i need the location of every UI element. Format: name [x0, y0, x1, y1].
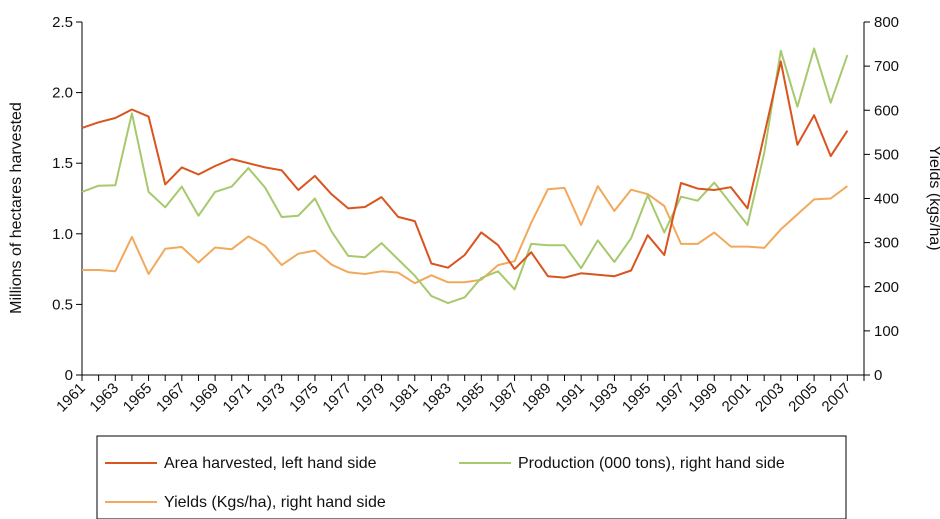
- x-tick-label: 1975: [286, 380, 322, 416]
- legend-label-yields: Yields (Kgs/ha), right hand side: [164, 494, 386, 511]
- series-line-production: [81, 47, 849, 305]
- x-tick-label: 1965: [120, 380, 156, 416]
- x-tick-label: 2001: [719, 380, 755, 416]
- y-left-tick-label: 1.5: [52, 155, 73, 172]
- y-right-axis-title: Yields (kgs/ha): [926, 145, 940, 250]
- y-right-tick-label: 400: [874, 191, 899, 208]
- y-right-tick-label: 700: [874, 58, 899, 75]
- y-right-tick-label: 600: [874, 102, 899, 119]
- x-tick-label: 1967: [153, 380, 189, 416]
- y-right-tick-label: 100: [874, 323, 899, 340]
- x-tick-label: 1963: [86, 380, 122, 416]
- series-line-area: [81, 60, 849, 279]
- y-right-tick-label: 0: [874, 367, 882, 384]
- x-tick-label: 2005: [785, 380, 821, 416]
- x-tick-label: 1985: [453, 380, 489, 416]
- x-tick-label: 1987: [486, 380, 522, 416]
- x-tick-label: 1971: [220, 380, 256, 416]
- y-left-tick-label: 0: [65, 367, 73, 384]
- axes: [81, 22, 865, 376]
- x-tick-label: 1973: [253, 380, 289, 416]
- legend-label-area: Area harvested, left hand side: [164, 455, 377, 472]
- x-tick-label: 1995: [619, 380, 655, 416]
- y-left-tick-label: 1.0: [52, 226, 73, 243]
- y-right-tick-label: 500: [874, 146, 899, 163]
- x-tick-label: 1989: [519, 380, 555, 416]
- x-tick-label: 2007: [819, 380, 855, 416]
- x-tick-label: 1983: [419, 380, 455, 416]
- y-right-tick-label: 800: [874, 14, 899, 31]
- legend-box: [96, 435, 847, 519]
- series-line-yields: [82, 185, 848, 285]
- y-left-tick-label: 2.0: [52, 85, 73, 102]
- legend: Area harvested, left hand side Productio…: [96, 435, 847, 519]
- x-tick-label: 1979: [353, 380, 389, 416]
- y-left-tick-label: 0.5: [52, 296, 73, 313]
- x-tick-label: 1997: [652, 380, 688, 416]
- x-tick-label: 1999: [685, 380, 721, 416]
- x-tick-label: 2003: [752, 380, 788, 416]
- x-tick-label: 1993: [586, 380, 622, 416]
- x-tick-label: 1969: [186, 380, 222, 416]
- x-tick-label: 1981: [386, 380, 422, 416]
- tick-marks: 0 0.5 1.0 1.5 2.0 2.5 0 100 200 300 400 500 600 700 80…: [52, 14, 899, 415]
- y-right-tick-label: 200: [874, 279, 899, 296]
- x-tick-label: 1961: [53, 380, 89, 416]
- y-left-axis-title: Millions of hectares harvested: [8, 102, 25, 314]
- legend-label-production: Production (000 tons), right hand side: [518, 455, 785, 472]
- series-lines: [81, 47, 849, 305]
- x-tick-label: 1991: [552, 380, 588, 416]
- y-left-tick-label: 2.5: [52, 14, 73, 31]
- y-right-tick-label: 300: [874, 235, 899, 252]
- x-tick-label: 1977: [319, 380, 355, 416]
